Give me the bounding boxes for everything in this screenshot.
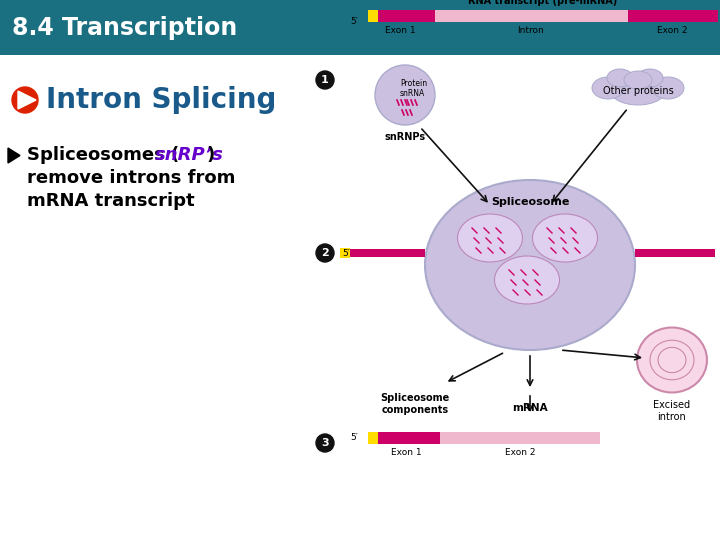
Ellipse shape: [652, 77, 684, 99]
Text: remove introns from: remove introns from: [27, 169, 235, 187]
Polygon shape: [8, 148, 20, 163]
Text: Exon 1: Exon 1: [391, 448, 421, 457]
Text: Exon 2: Exon 2: [505, 448, 535, 457]
Bar: [0, 0, 720, 55]
Text: Spliceosomes (: Spliceosomes (: [27, 146, 179, 164]
Bar: [378, 432, 440, 444]
Ellipse shape: [607, 69, 633, 87]
Bar: [368, 432, 378, 444]
Text: Exon 2: Exon 2: [657, 26, 688, 35]
Ellipse shape: [624, 71, 652, 89]
Bar: [635, 249, 715, 257]
Bar: [440, 432, 600, 444]
Bar: [378, 10, 435, 22]
Ellipse shape: [425, 180, 635, 350]
Text: ): ): [207, 146, 215, 164]
Ellipse shape: [533, 214, 598, 262]
Text: 5′: 5′: [342, 248, 350, 258]
Circle shape: [375, 65, 435, 125]
Text: Intron: Intron: [518, 26, 544, 35]
Ellipse shape: [495, 256, 559, 304]
Circle shape: [12, 87, 38, 113]
Text: 3: 3: [321, 438, 329, 448]
Text: mRNA transcript: mRNA transcript: [27, 192, 194, 210]
Bar: [368, 10, 378, 22]
Text: 5′: 5′: [350, 17, 358, 26]
Circle shape: [316, 434, 334, 452]
Ellipse shape: [637, 327, 707, 393]
Text: Protein: Protein: [400, 78, 427, 87]
Bar: [0, 55, 310, 540]
Text: Other proteins: Other proteins: [603, 86, 673, 96]
Text: 2: 2: [321, 248, 329, 258]
Text: Exon 1: Exon 1: [384, 26, 415, 35]
Text: Intron Splicing: Intron Splicing: [46, 86, 276, 114]
Bar: [340, 249, 425, 257]
Ellipse shape: [592, 77, 624, 99]
Ellipse shape: [637, 69, 663, 87]
Ellipse shape: [610, 75, 666, 105]
Bar: [435, 10, 628, 22]
Text: Spliceosome
components: Spliceosome components: [380, 393, 449, 415]
Bar: [628, 10, 718, 22]
Bar: [340, 248, 350, 258]
Polygon shape: [18, 91, 36, 109]
Text: 8.4 Transcription: 8.4 Transcription: [12, 16, 238, 40]
Text: 1: 1: [321, 75, 329, 85]
Text: Spliceosome: Spliceosome: [491, 197, 570, 207]
Text: 5′: 5′: [350, 434, 358, 442]
Text: RNA transcript (pre-mRNA): RNA transcript (pre-mRNA): [469, 0, 618, 6]
Ellipse shape: [457, 214, 523, 262]
Text: mRNA: mRNA: [512, 403, 548, 413]
Circle shape: [316, 244, 334, 262]
Text: snRP’s: snRP’s: [155, 146, 224, 164]
Text: snRNA: snRNA: [400, 89, 426, 98]
Circle shape: [316, 71, 334, 89]
Text: snRNPs: snRNPs: [384, 132, 426, 142]
Text: Excised
intron: Excised intron: [654, 400, 690, 422]
